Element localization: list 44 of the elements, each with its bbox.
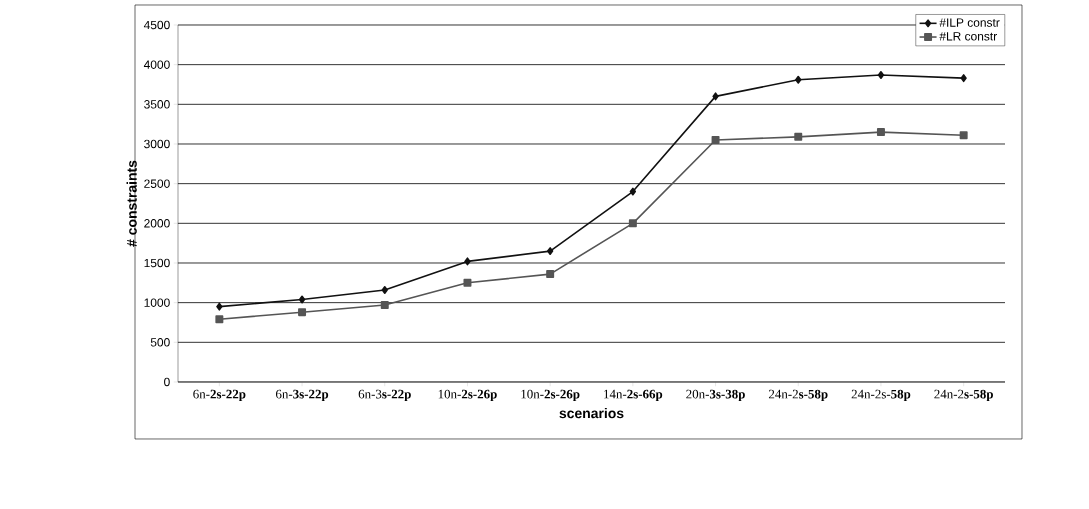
y-tick-label: 2000 [144,219,170,228]
y-tick-label: 4000 [143,60,170,69]
x-tick-label: 24n-2s-58p [851,389,911,402]
point [546,270,555,279]
point [712,92,719,101]
point [546,247,554,256]
x-tick-label: 24n-2s-58p [768,389,828,402]
y-tick-label: 4500 [143,20,170,30]
point [795,75,802,84]
x-axis-title: scenarios [559,407,624,419]
point [960,74,967,83]
point [629,187,637,196]
x-tick-label: 14n-2s-66p [604,389,663,402]
y-tick-label: 0 [164,377,170,387]
x-tick-label: 6n-3s-22p [276,389,329,402]
y-tick-label: 2500 [144,179,170,188]
point [464,257,471,266]
y-tick-label: 3000 [144,139,170,149]
point [381,285,388,294]
legend-label: #ILP constr [939,18,1000,27]
legend-label: #LR constr [939,32,997,41]
x-tick-label: 10n-2s-26p [521,389,580,402]
point [959,131,968,140]
point [628,219,637,228]
x-tick-label: 24n-2s-58p [934,389,993,402]
point [877,70,885,79]
point [298,308,307,317]
point [380,301,389,310]
x-tick-label: 6n-2s-22p [193,389,246,402]
y-axis-title: # constraints [126,160,137,247]
x-tick-label: 10n-2s-26p [438,389,497,402]
point [794,132,803,141]
point [215,315,224,324]
y-tick-label: 500 [150,338,170,347]
point [711,136,720,145]
y-tick-label: 1000 [144,298,170,307]
point [463,278,472,287]
point [876,128,885,137]
point [298,295,306,304]
y-tick-label: 3500 [144,100,170,109]
x-tick-label: 20n-3s-38p [686,389,745,402]
point [216,302,223,311]
x-tick-label: 6n-3s-22p [358,389,411,402]
y-tick-label: 1500 [144,258,170,268]
